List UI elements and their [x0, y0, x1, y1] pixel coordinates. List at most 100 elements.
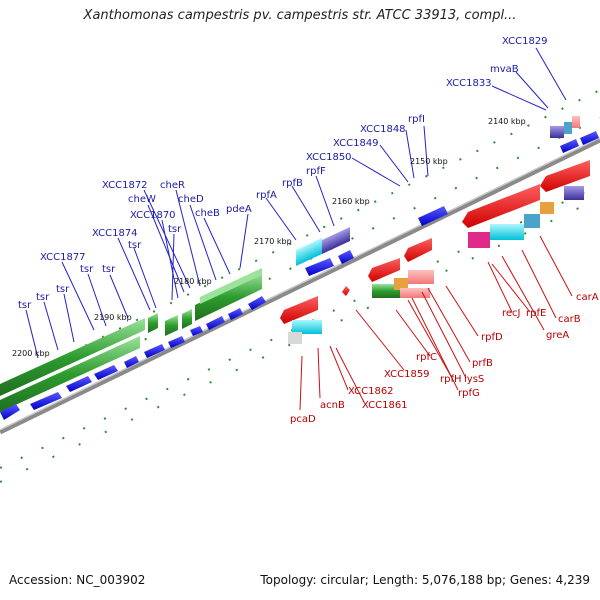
- gene-label[interactable]: mvaB: [490, 64, 519, 75]
- gene-block[interactable]: [408, 270, 434, 284]
- gene-label[interactable]: XCC1859: [384, 369, 430, 380]
- gene-arrow-reverse[interactable]: [368, 258, 400, 282]
- gene-label[interactable]: tsr: [128, 240, 142, 251]
- gene-label[interactable]: XCC1861: [362, 400, 408, 411]
- tick-label: 2200 kbp: [12, 349, 50, 358]
- map-title: Xanthomonas campestris pv. campestris st…: [83, 8, 517, 23]
- gene-label[interactable]: rpfG: [458, 388, 480, 399]
- gene-label[interactable]: rpfH: [440, 374, 462, 385]
- gene-block[interactable]: [0, 336, 140, 412]
- gene-label[interactable]: rpfF: [306, 166, 326, 177]
- gene-label[interactable]: carA: [576, 292, 599, 303]
- genome-axis-highlight: [0, 137, 600, 431]
- gene-block[interactable]: [564, 122, 572, 134]
- gene-label[interactable]: acnB: [320, 400, 345, 411]
- gene-label[interactable]: tsr: [56, 284, 70, 295]
- gene-label[interactable]: XCC1870: [130, 210, 176, 221]
- gene-label[interactable]: tsr: [80, 264, 94, 275]
- genome-axis: [0, 137, 600, 435]
- gene-arrow-forward[interactable]: [206, 316, 225, 330]
- gene-arrow-forward[interactable]: [228, 308, 243, 320]
- gene-label[interactable]: lysS: [464, 374, 484, 385]
- gene-block[interactable]: [288, 332, 302, 344]
- gene-label[interactable]: XCC1829: [502, 36, 548, 47]
- gene-arrow-reverse[interactable]: [540, 160, 590, 192]
- gene-block[interactable]: [540, 202, 554, 214]
- gene-arrow-forward[interactable]: [248, 296, 266, 310]
- gene-label[interactable]: XCC1877: [40, 252, 86, 263]
- gene-label[interactable]: rpfE: [526, 308, 546, 319]
- gene-label[interactable]: cheD: [178, 194, 204, 205]
- gene-label[interactable]: tsr: [36, 292, 50, 303]
- gene-block[interactable]: [200, 268, 262, 304]
- gene-label[interactable]: XCC1872: [102, 180, 148, 191]
- gene-label[interactable]: cheB: [195, 208, 220, 219]
- gene-arrow-reverse[interactable]: [404, 238, 432, 262]
- gene-block[interactable]: [148, 313, 158, 333]
- gene-arrow-forward[interactable]: [560, 139, 579, 153]
- lower-leader-lines: [299, 235, 573, 411]
- gene-label[interactable]: carB: [558, 314, 581, 325]
- gene-label[interactable]: XCC1833: [446, 78, 492, 89]
- gene-block[interactable]: [165, 315, 178, 336]
- gene-arrow-forward[interactable]: [144, 344, 165, 358]
- gene-label[interactable]: prfB: [472, 358, 493, 369]
- gene-arrow-reverse[interactable]: [280, 296, 318, 324]
- gene-label[interactable]: rpfC: [416, 352, 437, 363]
- gene-arrow-forward[interactable]: [190, 326, 203, 336]
- feature-block-middle-upper: [296, 206, 448, 276]
- feature-block-upper-right: [550, 116, 599, 153]
- gene-block[interactable]: [524, 214, 540, 228]
- feature-block-lower-left: [280, 296, 322, 344]
- gene-label[interactable]: rpfB: [282, 178, 303, 189]
- gene-block[interactable]: [195, 273, 262, 321]
- gene-block[interactable]: [182, 309, 192, 329]
- gene-arrow-forward[interactable]: [338, 250, 354, 264]
- gene-arrow-forward[interactable]: [30, 392, 62, 410]
- gene-arrow-forward[interactable]: [168, 336, 185, 348]
- gene-block[interactable]: [468, 232, 490, 248]
- gene-label[interactable]: pdeA: [226, 204, 252, 215]
- tick-label: 2170 kbp: [254, 237, 292, 246]
- gene-label[interactable]: XCC1849: [333, 138, 379, 149]
- gene-label[interactable]: pcaD: [290, 414, 316, 425]
- gene-arrow-reverse[interactable]: [342, 286, 350, 296]
- gene-block[interactable]: [400, 288, 430, 298]
- gene-label[interactable]: XCC1862: [348, 386, 394, 397]
- gene-arrow-forward[interactable]: [94, 365, 118, 380]
- gene-block[interactable]: [322, 226, 350, 254]
- gene-block[interactable]: [0, 318, 145, 396]
- gene-label[interactable]: XCC1848: [360, 124, 406, 135]
- gene-label[interactable]: XCC1850: [306, 152, 352, 163]
- gene-label[interactable]: tsr: [168, 224, 182, 235]
- gene-block[interactable]: [296, 237, 322, 266]
- gene-arrow-forward[interactable]: [124, 356, 139, 368]
- gene-label[interactable]: XCC1874: [92, 228, 138, 239]
- gene-label[interactable]: rpfI: [408, 114, 425, 125]
- gene-label[interactable]: rpfD: [481, 332, 503, 343]
- gene-label[interactable]: greA: [546, 330, 569, 341]
- gene-label[interactable]: rpfA: [256, 190, 277, 201]
- feature-block-upper-left: [0, 268, 266, 420]
- tick-label: 2190 kbp: [94, 313, 132, 322]
- gene-block[interactable]: [564, 186, 584, 200]
- feature-block-lower-right: [462, 160, 590, 248]
- gene-arrow-forward[interactable]: [418, 206, 448, 226]
- gene-block[interactable]: [394, 278, 408, 290]
- gene-label[interactable]: tsr: [102, 264, 116, 275]
- gene-arrow-forward[interactable]: [305, 258, 334, 276]
- gene-block[interactable]: [292, 320, 322, 334]
- tick-label: 2140 kbp: [488, 117, 526, 126]
- gene-block[interactable]: [572, 116, 580, 128]
- gene-label[interactable]: cheR: [160, 180, 185, 191]
- gene-label[interactable]: tsr: [18, 300, 32, 311]
- gene-label[interactable]: recJ: [502, 308, 521, 319]
- gene-label[interactable]: cheW: [128, 194, 156, 205]
- gene-arrow-forward[interactable]: [66, 376, 92, 392]
- gene-arrow-reverse[interactable]: [462, 184, 540, 228]
- gene-block[interactable]: [550, 126, 564, 138]
- tick-label: 2180 kbp: [174, 277, 212, 286]
- gene-arrow-forward[interactable]: [580, 131, 599, 145]
- gene-arrow-forward[interactable]: [0, 404, 20, 420]
- gene-block[interactable]: [490, 224, 524, 240]
